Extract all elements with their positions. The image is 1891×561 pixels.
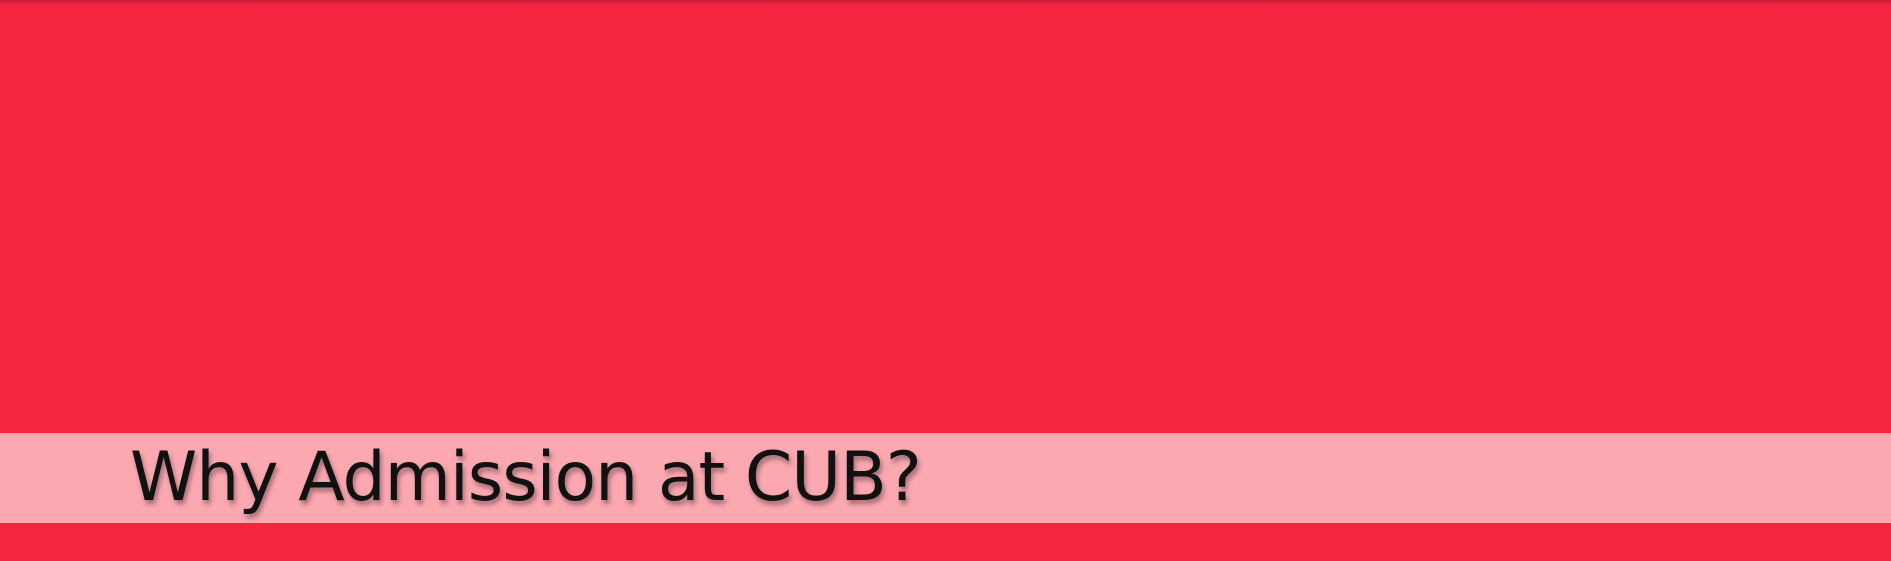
header-shadow [0, 0, 1891, 5]
section-title: Why Admission at CUB? [130, 438, 922, 517]
title-band: Why Admission at CUB? [0, 433, 1891, 523]
bottom-strip [0, 523, 1891, 561]
hero-banner [0, 0, 1891, 433]
